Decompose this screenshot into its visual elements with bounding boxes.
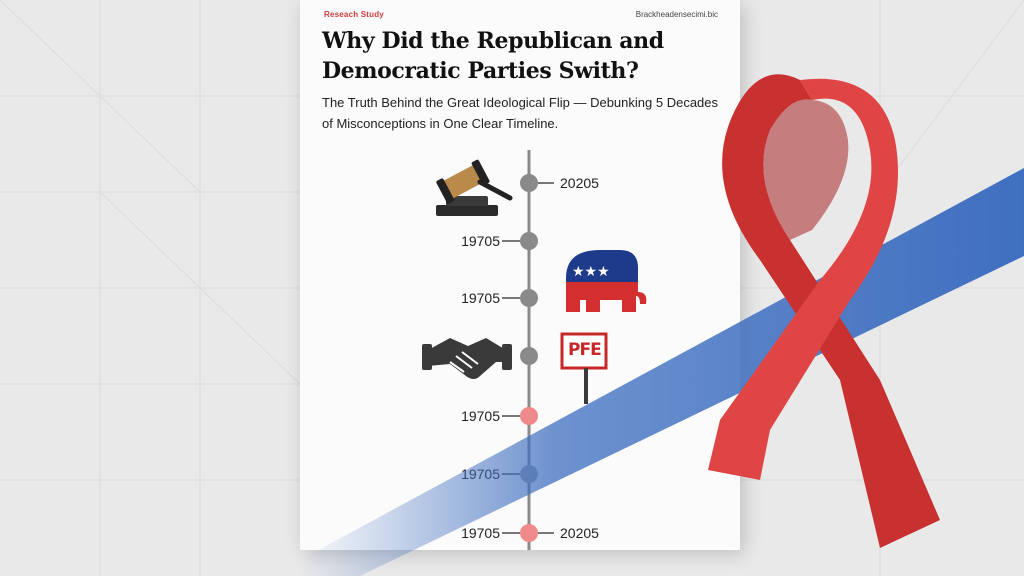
sign-label: PFE <box>568 340 602 360</box>
timeline-year-left: 19705 <box>461 233 500 249</box>
timeline-year-right-top: 20205 <box>560 175 599 191</box>
corner-label: Brackheadensecimi.bic <box>635 10 718 19</box>
timeline-node <box>520 347 538 365</box>
page-subtitle: The Truth Behind the Great Ideological F… <box>322 95 719 131</box>
timeline-node <box>520 289 538 307</box>
timeline-year-left: 19705 <box>461 466 500 482</box>
handshake-icon <box>422 338 512 379</box>
timeline-graphic: ★★★ <box>422 150 647 550</box>
gavel-icon <box>436 159 513 216</box>
elephant-icon: ★★★ <box>566 250 647 312</box>
timeline-node <box>520 407 538 425</box>
timeline-year-left: 19705 <box>461 290 500 306</box>
document-page: Reseach Study Brackheadensecimi.bic Why … <box>300 0 740 550</box>
timeline-year-left: 19705 <box>461 525 500 541</box>
timeline-node <box>520 465 538 483</box>
timeline-year-right-bottom: 20205 <box>560 525 599 541</box>
kicker-label: Reseach Study <box>324 10 384 19</box>
page-title: Why Did the Republican and Democratic Pa… <box>322 28 664 84</box>
timeline-node <box>520 524 538 542</box>
svg-text:★★★: ★★★ <box>572 264 610 280</box>
timeline-node <box>520 174 538 192</box>
timeline-node <box>520 232 538 250</box>
timeline-year-left: 19705 <box>461 408 500 424</box>
